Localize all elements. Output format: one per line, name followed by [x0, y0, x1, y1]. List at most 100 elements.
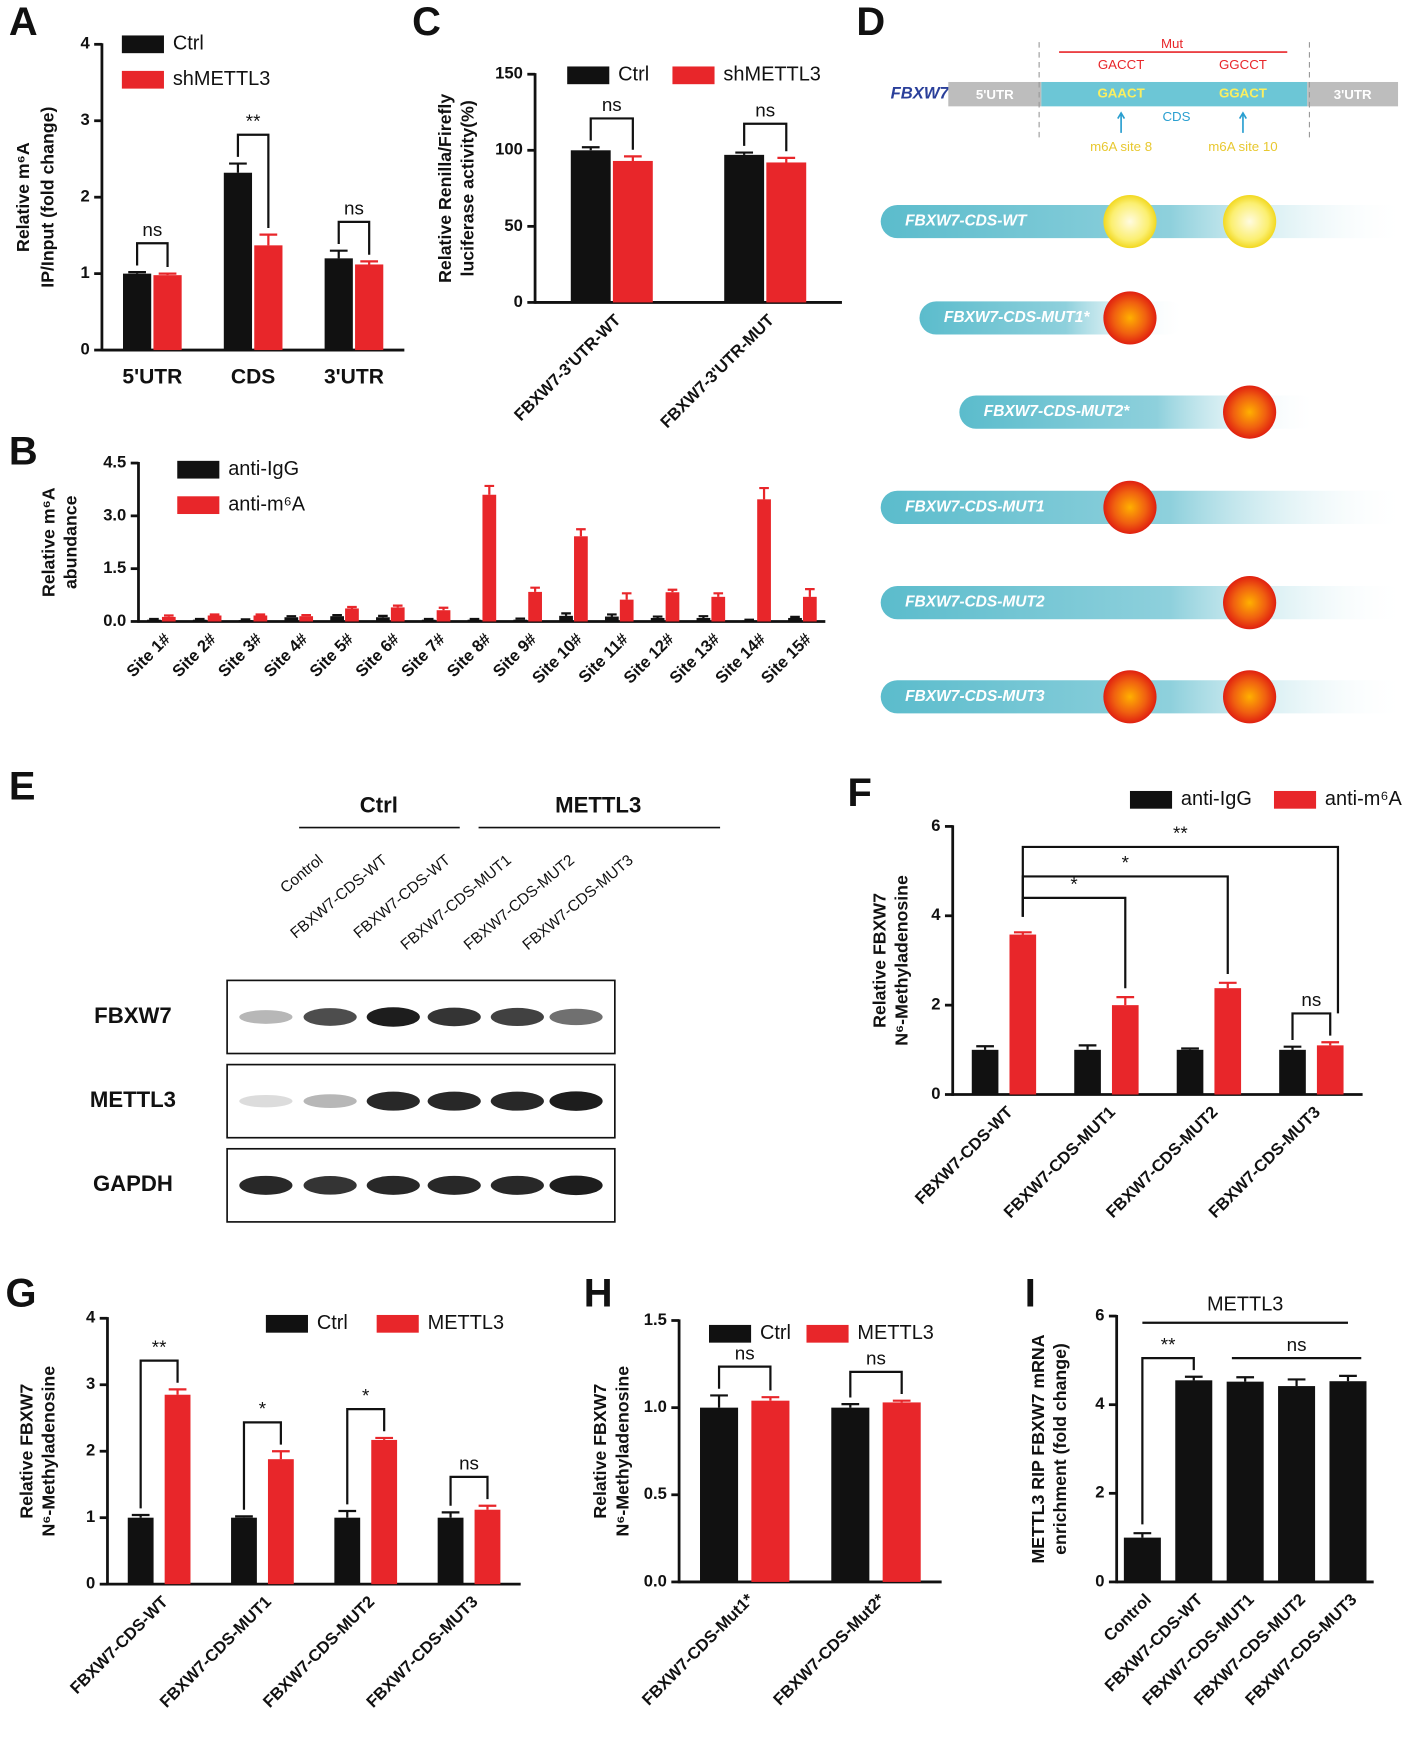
error-bar [378, 614, 388, 618]
error-bar [892, 1399, 911, 1403]
significance: ns [602, 94, 622, 115]
error-bar [805, 587, 815, 597]
error-bar [229, 162, 247, 173]
x-tick-label: FBXW7-CDS-MUT2 [1102, 1103, 1221, 1222]
error-bar [515, 617, 526, 620]
construct-label: FBXW7-CDS-MUT2 [905, 594, 1045, 611]
error-bar [149, 617, 159, 621]
error-bar [652, 615, 663, 618]
legend-label: Ctrl [317, 1312, 348, 1334]
x-tick-label: Site 15# [757, 629, 815, 687]
y-axis-label: N⁶-Methyladenosine [39, 1366, 59, 1537]
error-bar [131, 1513, 150, 1518]
error-bar [1321, 1041, 1340, 1046]
x-tick-label: FBXW7-CDS-Mut1* [638, 1590, 758, 1710]
bar [355, 264, 384, 351]
error-bar [255, 613, 266, 616]
bar [1226, 1381, 1264, 1582]
m6a-site [1103, 291, 1157, 345]
band [239, 1094, 293, 1108]
error-bar [272, 1450, 290, 1460]
x-tick-label: Site 6# [352, 629, 403, 680]
y-tick-label: 2 [931, 995, 940, 1014]
lane-label: FBXW7-CDS-MUT1 [398, 852, 515, 954]
error-bar [607, 613, 617, 617]
bar [766, 162, 807, 303]
bar [1009, 934, 1037, 1095]
error-bar [375, 1436, 394, 1440]
significance: ns [1301, 989, 1321, 1010]
bar [161, 616, 176, 622]
bar [696, 617, 711, 622]
error-bar [286, 615, 297, 618]
site-arrow [1117, 111, 1126, 133]
error-bar [1116, 995, 1135, 1006]
error-bar [1133, 1532, 1152, 1538]
legend-swatch [1129, 790, 1173, 809]
x-tick-label: Site 1# [123, 629, 174, 680]
x-tick-label: Site 4# [260, 629, 311, 680]
bar [267, 1459, 294, 1585]
band [427, 1007, 481, 1027]
significance: * [1070, 874, 1078, 895]
y-tick-label: 100 [495, 140, 523, 159]
bracket [346, 1408, 386, 1505]
significance: ns [142, 219, 162, 240]
error-bar [469, 617, 480, 621]
bar [324, 258, 353, 351]
error-bar [735, 151, 754, 155]
y-tick-label: 50 [504, 216, 522, 235]
bar [223, 172, 253, 351]
significance: * [259, 1398, 267, 1419]
significance: ns [755, 100, 775, 121]
bracket [1141, 1357, 1195, 1525]
y-tick-label: 0.0 [644, 1571, 667, 1590]
legend-label: anti-IgG [228, 458, 299, 480]
significance: ns [866, 1348, 886, 1369]
bar [574, 536, 588, 622]
legend-label: Ctrl [173, 33, 204, 55]
legend-swatch [1273, 790, 1317, 809]
error-bar [168, 1388, 187, 1395]
bar [334, 1517, 361, 1585]
error-bar [1013, 931, 1032, 935]
y-tick-label: 2 [80, 187, 89, 206]
error-bar [710, 1394, 728, 1408]
gene-name: FBXW7 [891, 84, 950, 103]
bar [528, 591, 542, 622]
significance: ** [246, 111, 261, 132]
panel-label: A [9, 0, 38, 44]
error-bar [976, 1045, 994, 1050]
legend-label: anti-m⁶A [228, 493, 306, 515]
bar [371, 1439, 398, 1585]
construct-label: FBXW7-CDS-MUT3 [905, 688, 1045, 705]
error-bar [1218, 981, 1237, 989]
lane-label: FBXW7-CDS-MUT2 [461, 852, 578, 954]
construct-label: FBXW7-CDS-MUT2* [984, 403, 1130, 420]
y-tick-label: 0 [80, 339, 89, 358]
y-tick-label: 0.0 [103, 611, 126, 630]
y-axis-label: Relative FBXW7 [16, 1384, 36, 1519]
error-bar [1236, 1376, 1255, 1382]
bracket [136, 242, 169, 267]
legend-label: METTL3 [857, 1322, 933, 1344]
panel-label: H [584, 1272, 613, 1316]
band [303, 1176, 357, 1195]
y-tick-label: 2 [1095, 1483, 1104, 1502]
lane-label: Control [277, 852, 326, 897]
bar [650, 617, 665, 622]
bracket [449, 1475, 489, 1506]
legend-swatch [672, 66, 715, 85]
bar [376, 617, 390, 622]
panel-label: G [6, 1272, 37, 1316]
y-tick-label: 6 [1095, 1305, 1104, 1324]
significance: ** [152, 1336, 167, 1357]
bar [474, 1509, 501, 1585]
x-tick-label: Site 10# [528, 629, 586, 687]
bar [1279, 1049, 1306, 1095]
bar [127, 1517, 154, 1585]
bar [757, 499, 771, 622]
y-tick-label: 4 [86, 1308, 96, 1327]
bar [192, 619, 207, 622]
utr5 [948, 81, 1042, 107]
